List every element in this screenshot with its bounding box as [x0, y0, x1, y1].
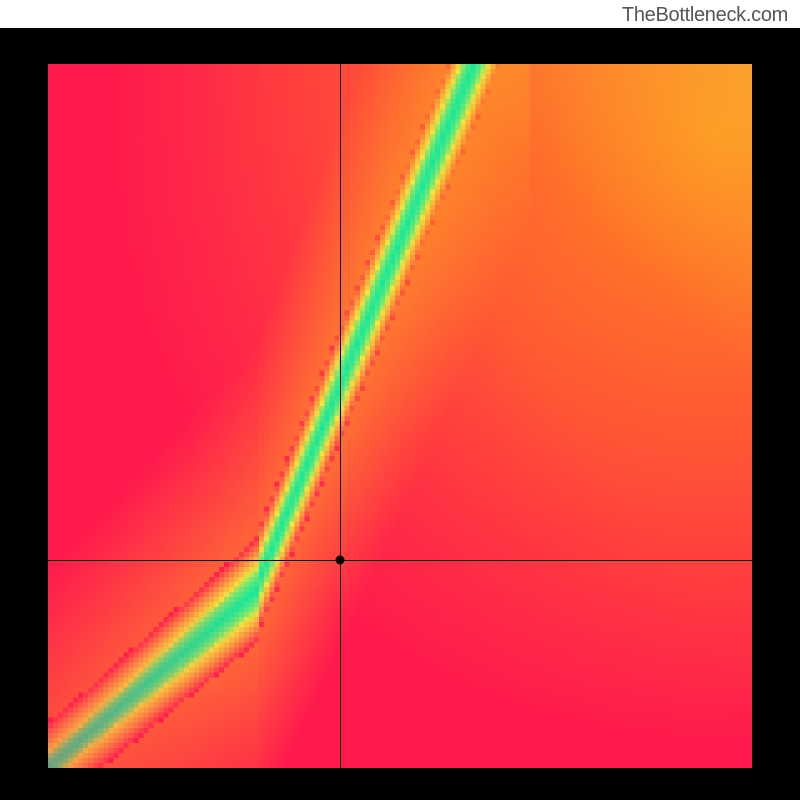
crosshair-vertical — [340, 64, 341, 768]
crosshair-marker — [336, 556, 345, 565]
heatmap-plot-area — [48, 64, 752, 768]
watermark-text: TheBottleneck.com — [622, 4, 788, 27]
crosshair-horizontal — [48, 560, 752, 561]
chart-outer-frame — [0, 28, 800, 800]
heatmap-canvas — [48, 64, 752, 768]
